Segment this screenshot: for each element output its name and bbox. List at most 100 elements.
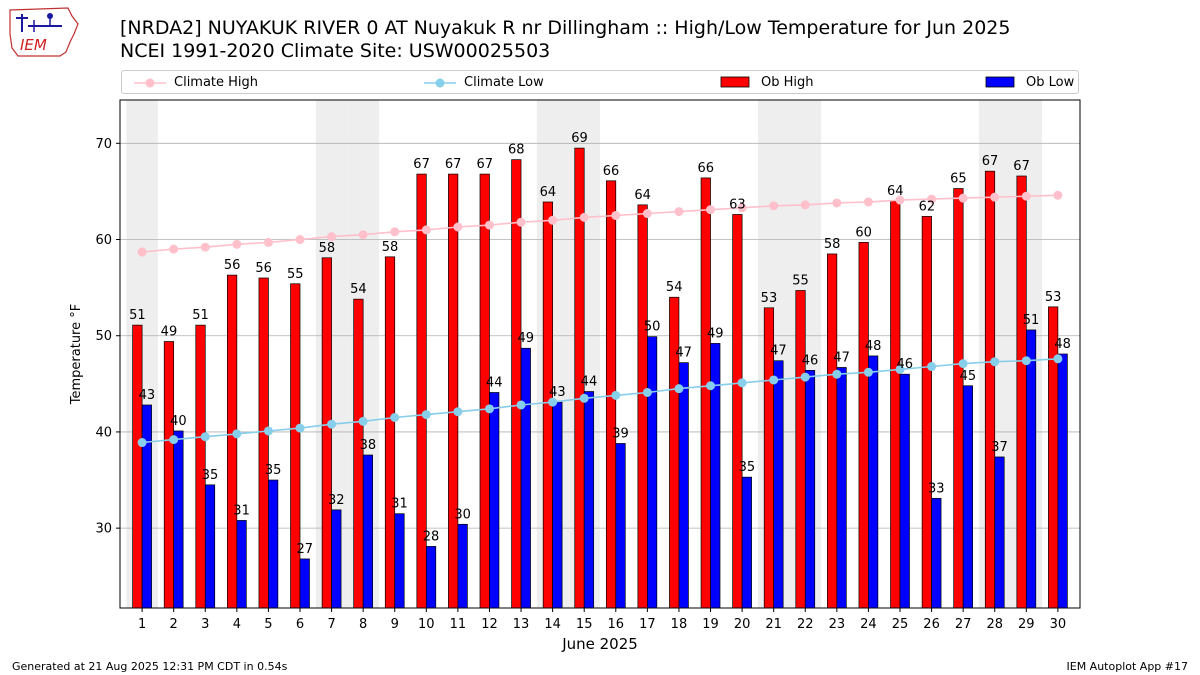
x-tick-label-12: 12 <box>481 617 498 632</box>
climate-high-point-23 <box>832 198 842 208</box>
ob-high-label-15: 69 <box>571 131 588 146</box>
x-tick-label-26: 26 <box>923 617 940 632</box>
climate-high-point-11 <box>453 222 463 232</box>
ob-high-label-13: 68 <box>508 143 525 158</box>
ob-low-label-30: 48 <box>1054 337 1071 352</box>
climate-low-point-22 <box>800 372 810 382</box>
ob-low-bar-15 <box>583 391 595 609</box>
y-axis-label: Temperature °F <box>69 304 84 405</box>
ob-high-bar-2 <box>163 341 175 609</box>
ob-low-label-1: 43 <box>139 388 156 403</box>
ob-low-bar-28 <box>994 456 1005 609</box>
ob-high-bar-9 <box>384 256 396 609</box>
y-tick-label-60: 60 <box>95 233 112 248</box>
x-tick-label-15: 15 <box>576 617 593 632</box>
x-tick-label-23: 23 <box>829 617 846 632</box>
ob-low-bar-4 <box>236 520 247 609</box>
climate-low-point-10 <box>421 410 431 420</box>
ob-high-bar-22 <box>795 290 806 609</box>
ob-high-bar-18 <box>669 296 680 609</box>
climate-high-point-20 <box>737 203 747 213</box>
ob-high-bar-13 <box>511 159 522 609</box>
climate-high-point-6 <box>295 235 305 245</box>
legend-label-ob-low: Ob Low <box>1026 75 1075 90</box>
climate-high-point-25 <box>895 195 905 205</box>
ob-high-label-23: 58 <box>824 237 841 252</box>
climate-low-point-12 <box>484 404 494 414</box>
y-tick-label-30: 30 <box>95 522 112 537</box>
climate-low-point-7 <box>327 419 337 429</box>
climate-low-point-3 <box>200 432 210 442</box>
ob-low-bar-24 <box>868 355 879 609</box>
x-tick-label-17: 17 <box>639 617 656 632</box>
bar-value-labels: 51 49 51 56 56 55 58 54 58 67 67 67 68 64 69 66 64 54 66 63… <box>129 131 1071 557</box>
x-tick-label-10: 10 <box>418 617 435 632</box>
x-tick-label-8: 8 <box>359 617 367 632</box>
climate-low-point-17 <box>642 387 652 397</box>
climate-low-point-27 <box>958 359 968 369</box>
ob-high-bar-17 <box>637 204 648 609</box>
ob-low-label-29: 51 <box>1023 313 1040 328</box>
ob-low-label-25: 46 <box>896 357 913 372</box>
ob-low-label-7: 32 <box>328 493 345 508</box>
ob-high-label-17: 64 <box>634 188 651 203</box>
climate-high-point-8 <box>358 230 368 240</box>
ob-low-bar-30 <box>1057 353 1068 609</box>
climate-low-point-16 <box>611 390 621 400</box>
ob-low-bar-26 <box>931 497 942 609</box>
ob-low-bar-18 <box>678 362 689 609</box>
climate-high-line <box>142 194 1058 253</box>
x-axis-label: June 2025 <box>561 635 638 653</box>
x-tick-label-29: 29 <box>1018 617 1035 632</box>
x-tick-label-30: 30 <box>1050 617 1067 632</box>
y-tick-label-40: 40 <box>95 425 112 440</box>
climate-low-point-5 <box>263 426 273 436</box>
ob-high-label-21: 53 <box>761 291 778 306</box>
ob-low-label-19: 49 <box>707 326 724 341</box>
ob-low-label-14: 43 <box>549 385 566 400</box>
ob-low-bar-17 <box>647 336 658 609</box>
climate-low-point-25 <box>895 364 905 374</box>
ob-high-bar-11 <box>448 173 459 609</box>
ob-low-label-27: 45 <box>960 369 977 384</box>
x-tick-label-5: 5 <box>264 617 272 632</box>
ob-low-label-20: 35 <box>739 460 756 475</box>
ob-low-bar-1 <box>141 404 152 609</box>
x-tick-label-6: 6 <box>296 617 304 632</box>
ob-low-label-13: 49 <box>518 331 535 346</box>
ob-low-bar-12 <box>489 392 500 609</box>
legend-swatch-ob-low <box>985 76 1015 88</box>
ob-low-bar-21 <box>773 360 784 609</box>
ob-low-bar-7 <box>331 509 342 609</box>
climate-low-point-23 <box>832 369 842 379</box>
climate-low-point-4 <box>232 429 242 439</box>
bars <box>132 147 1068 609</box>
climate-high-point-2 <box>169 244 179 254</box>
legend-swatch-climate-high <box>134 78 166 88</box>
climate-high-point-22 <box>800 200 810 210</box>
ob-high-label-26: 62 <box>919 199 936 214</box>
climate-high-point-28 <box>990 192 1000 202</box>
plot-frame <box>119 99 1081 609</box>
ob-low-label-5: 35 <box>265 463 282 478</box>
legend-label-climate-high: Climate High <box>174 75 259 90</box>
footer-app-text: IEM Autoplot App #17 <box>1066 660 1189 673</box>
ob-low-label-17: 50 <box>644 320 661 335</box>
ob-low-label-24: 48 <box>865 339 882 354</box>
ob-high-label-30: 53 <box>1045 290 1062 305</box>
ob-high-label-11: 67 <box>445 157 462 172</box>
ob-low-bar-8 <box>362 454 373 609</box>
climate-high-point-26 <box>927 194 937 204</box>
ob-low-label-26: 33 <box>928 481 945 496</box>
ob-low-label-21: 47 <box>770 344 787 359</box>
ob-low-label-10: 28 <box>423 529 440 544</box>
climate-high-point-4 <box>232 239 242 249</box>
ob-high-bar-27 <box>953 188 964 609</box>
ob-low-bar-3 <box>204 484 216 609</box>
ob-high-bar-24 <box>858 242 869 609</box>
x-tick-label-13: 13 <box>513 617 530 632</box>
ob-low-bar-22 <box>804 370 816 609</box>
x-tick-label-4: 4 <box>233 617 241 632</box>
climate-low-point-15 <box>579 393 589 403</box>
